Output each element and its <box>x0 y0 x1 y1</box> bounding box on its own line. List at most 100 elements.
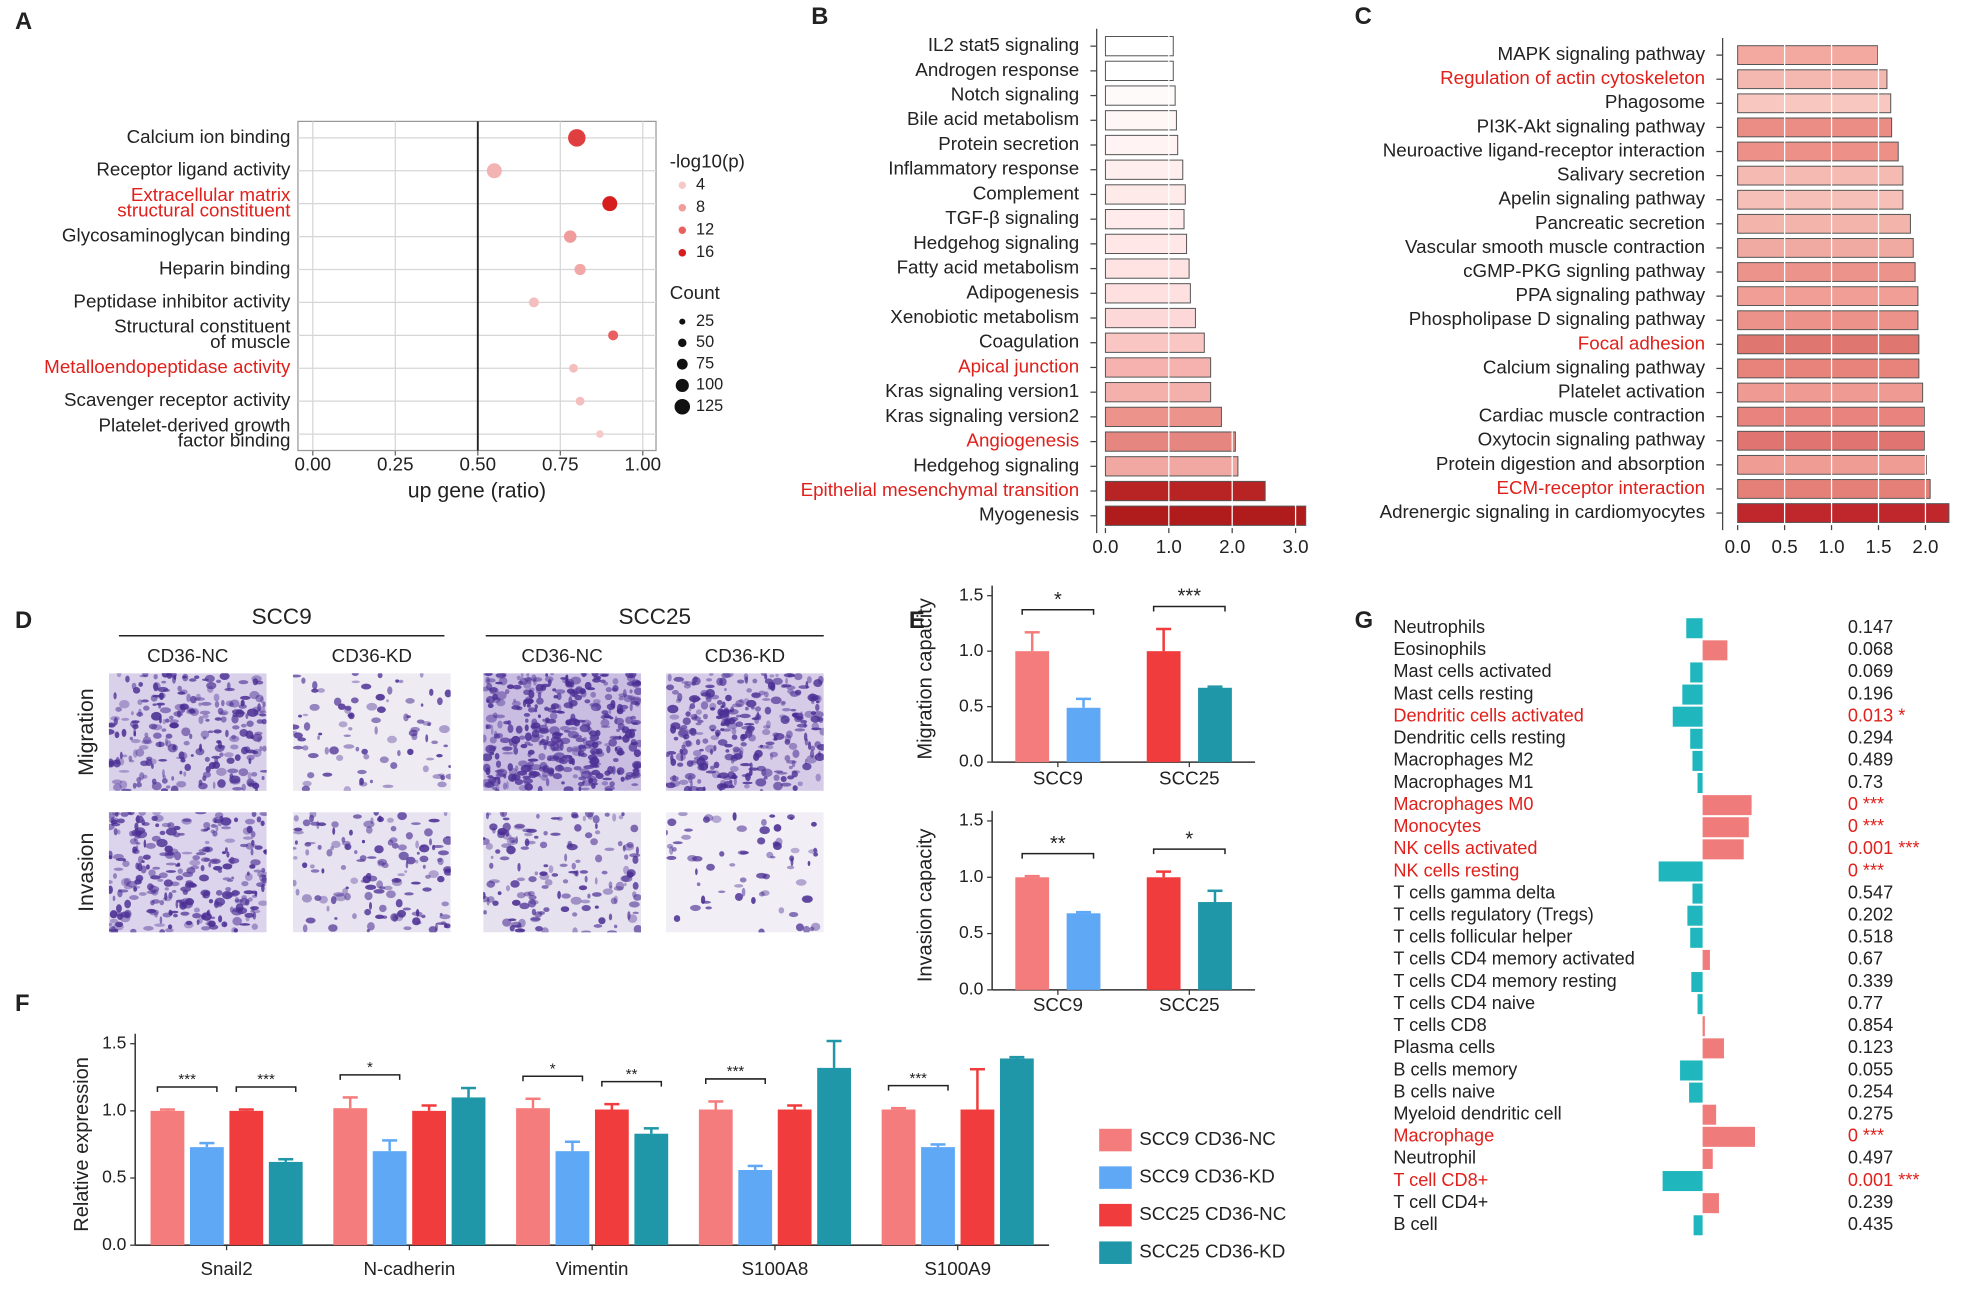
cell <box>812 695 821 701</box>
cell <box>343 786 352 791</box>
cell <box>159 830 166 836</box>
significance-label: * <box>550 1060 556 1077</box>
cell <box>333 892 345 897</box>
cell <box>434 923 438 932</box>
cell <box>169 722 179 729</box>
cell <box>769 674 775 678</box>
cell <box>558 756 569 765</box>
cell <box>205 922 216 926</box>
cell <box>397 873 406 877</box>
cell <box>437 697 443 706</box>
cell <box>195 852 207 856</box>
cell <box>337 703 346 710</box>
cell <box>428 818 440 823</box>
p-value: 0.547 <box>1848 882 1893 902</box>
cell <box>173 674 177 680</box>
cell <box>751 897 756 904</box>
bar <box>1104 184 1186 205</box>
cell <box>526 673 530 677</box>
cell <box>355 746 360 752</box>
cell <box>333 697 342 706</box>
cell <box>745 772 751 782</box>
p-value: 0.147 <box>1848 617 1893 637</box>
cell <box>150 875 161 880</box>
cell <box>780 782 792 787</box>
bar <box>555 1151 590 1246</box>
cell <box>677 762 684 767</box>
cell <box>155 741 165 748</box>
cell <box>113 828 118 836</box>
cell <box>128 755 133 762</box>
cell <box>221 826 232 830</box>
cell <box>699 762 709 771</box>
cell <box>536 697 544 705</box>
cell <box>560 677 567 680</box>
cell <box>379 756 389 764</box>
cell <box>570 896 582 905</box>
p-value: 0 *** <box>1848 860 1884 880</box>
cell <box>497 720 503 729</box>
cell <box>740 763 751 767</box>
cell <box>773 824 782 832</box>
cell <box>114 731 120 739</box>
cell <box>344 843 352 851</box>
bar <box>1702 1148 1713 1169</box>
cell <box>238 680 249 685</box>
y-tick-label: Calcium signaling pathway <box>1483 356 1706 377</box>
significance-bracket <box>235 1086 297 1093</box>
cell <box>512 924 522 928</box>
cell <box>600 715 606 719</box>
cell <box>386 817 394 823</box>
cell <box>504 688 510 695</box>
dot <box>569 363 578 373</box>
cell <box>483 910 487 915</box>
cell <box>250 906 259 911</box>
cell <box>585 739 596 747</box>
cell <box>566 843 578 851</box>
cell <box>620 776 625 782</box>
cell <box>497 827 508 836</box>
cell <box>744 706 749 711</box>
cell <box>492 827 496 834</box>
cell <box>329 746 339 755</box>
cell <box>212 761 221 769</box>
cell <box>705 744 716 753</box>
legend-swatch <box>1099 1166 1132 1189</box>
bar <box>594 1109 629 1246</box>
cell <box>635 846 639 855</box>
cell <box>505 885 511 892</box>
cell <box>716 699 723 706</box>
cell <box>137 862 143 872</box>
cell <box>800 719 808 724</box>
cell <box>560 906 570 913</box>
cell <box>580 787 590 791</box>
cell <box>177 685 182 692</box>
p-value: 0.123 <box>1848 1037 1893 1057</box>
cell <box>170 785 179 791</box>
cell <box>386 699 389 703</box>
cell <box>818 717 824 723</box>
significance-bracket <box>339 1074 401 1080</box>
cell <box>135 842 141 845</box>
cell <box>815 703 820 712</box>
cell <box>629 703 633 712</box>
y-tick-label: Coagulation <box>979 331 1079 352</box>
cell <box>443 744 448 748</box>
cell <box>716 783 727 791</box>
cell <box>554 764 565 772</box>
cell <box>157 878 164 882</box>
cell <box>217 707 224 715</box>
legend-title: Count <box>670 282 721 303</box>
cell <box>293 830 304 835</box>
cell <box>244 912 255 918</box>
cell <box>373 812 379 816</box>
x-tick-label: Snail2 <box>201 1258 253 1279</box>
cell <box>113 717 118 726</box>
cell <box>182 889 188 895</box>
cell <box>534 871 539 876</box>
bar <box>698 1109 733 1246</box>
y-tick-label: 1.5 <box>102 1032 126 1052</box>
cell <box>150 694 158 702</box>
cell <box>203 857 211 862</box>
